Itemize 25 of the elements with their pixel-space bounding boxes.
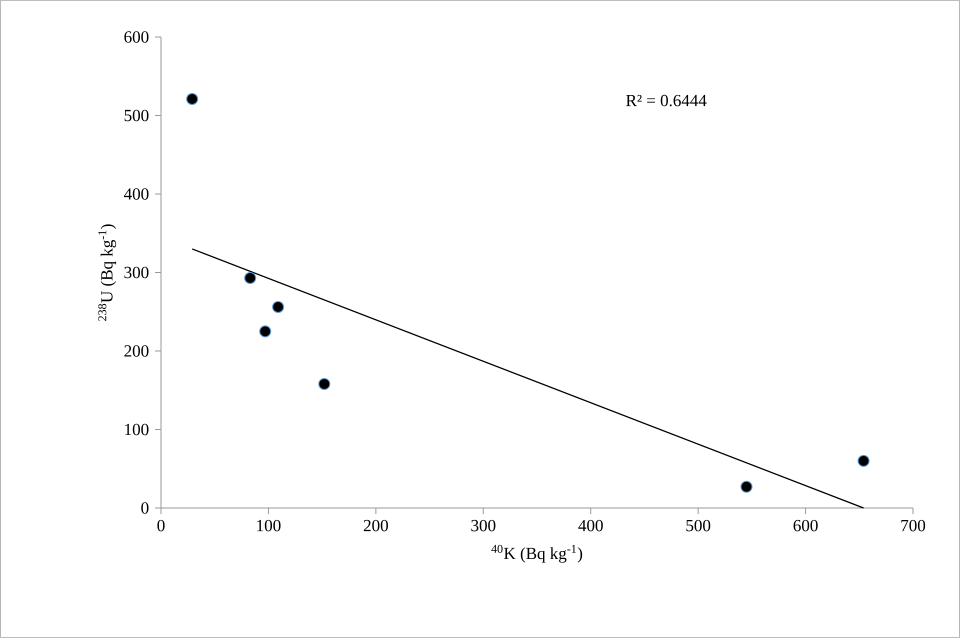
- point: [858, 454, 870, 467]
- point: [318, 378, 330, 390]
- y-tick-label: 100: [125, 424, 148, 436]
- x-tick-label: 200: [364, 520, 388, 532]
- y-tick-label: 0: [141, 502, 148, 514]
- x-tick-label: 600: [794, 520, 818, 532]
- x-axis-title: $^{40}$K (Bq kg$^{-1}$): [491, 544, 582, 563]
- y-tick-label: 200: [124, 345, 148, 357]
- x-tick-label: 100: [257, 520, 281, 532]
- x-tick-label: 500: [686, 520, 710, 532]
- annotation: R² = 0.6444: [626, 94, 707, 106]
- y-axis-title: $^{238}$U (Bq kg$^{-1}$): [98, 224, 116, 321]
- point: [272, 301, 284, 314]
- x-tick-label: 700: [901, 520, 926, 532]
- y-tick-label: 500: [124, 110, 148, 122]
- y-tick-label: 600: [124, 31, 148, 43]
- point: [186, 93, 198, 106]
- x-tick-label: 300: [471, 520, 496, 532]
- point: [740, 480, 752, 493]
- y-tick-label: 400: [124, 188, 148, 200]
- y-tick-label: 300: [124, 266, 148, 278]
- x-tick-label: 400: [578, 520, 603, 532]
- x-tick-label: 0: [157, 520, 165, 532]
- point: [259, 325, 272, 338]
- point: [244, 272, 256, 284]
